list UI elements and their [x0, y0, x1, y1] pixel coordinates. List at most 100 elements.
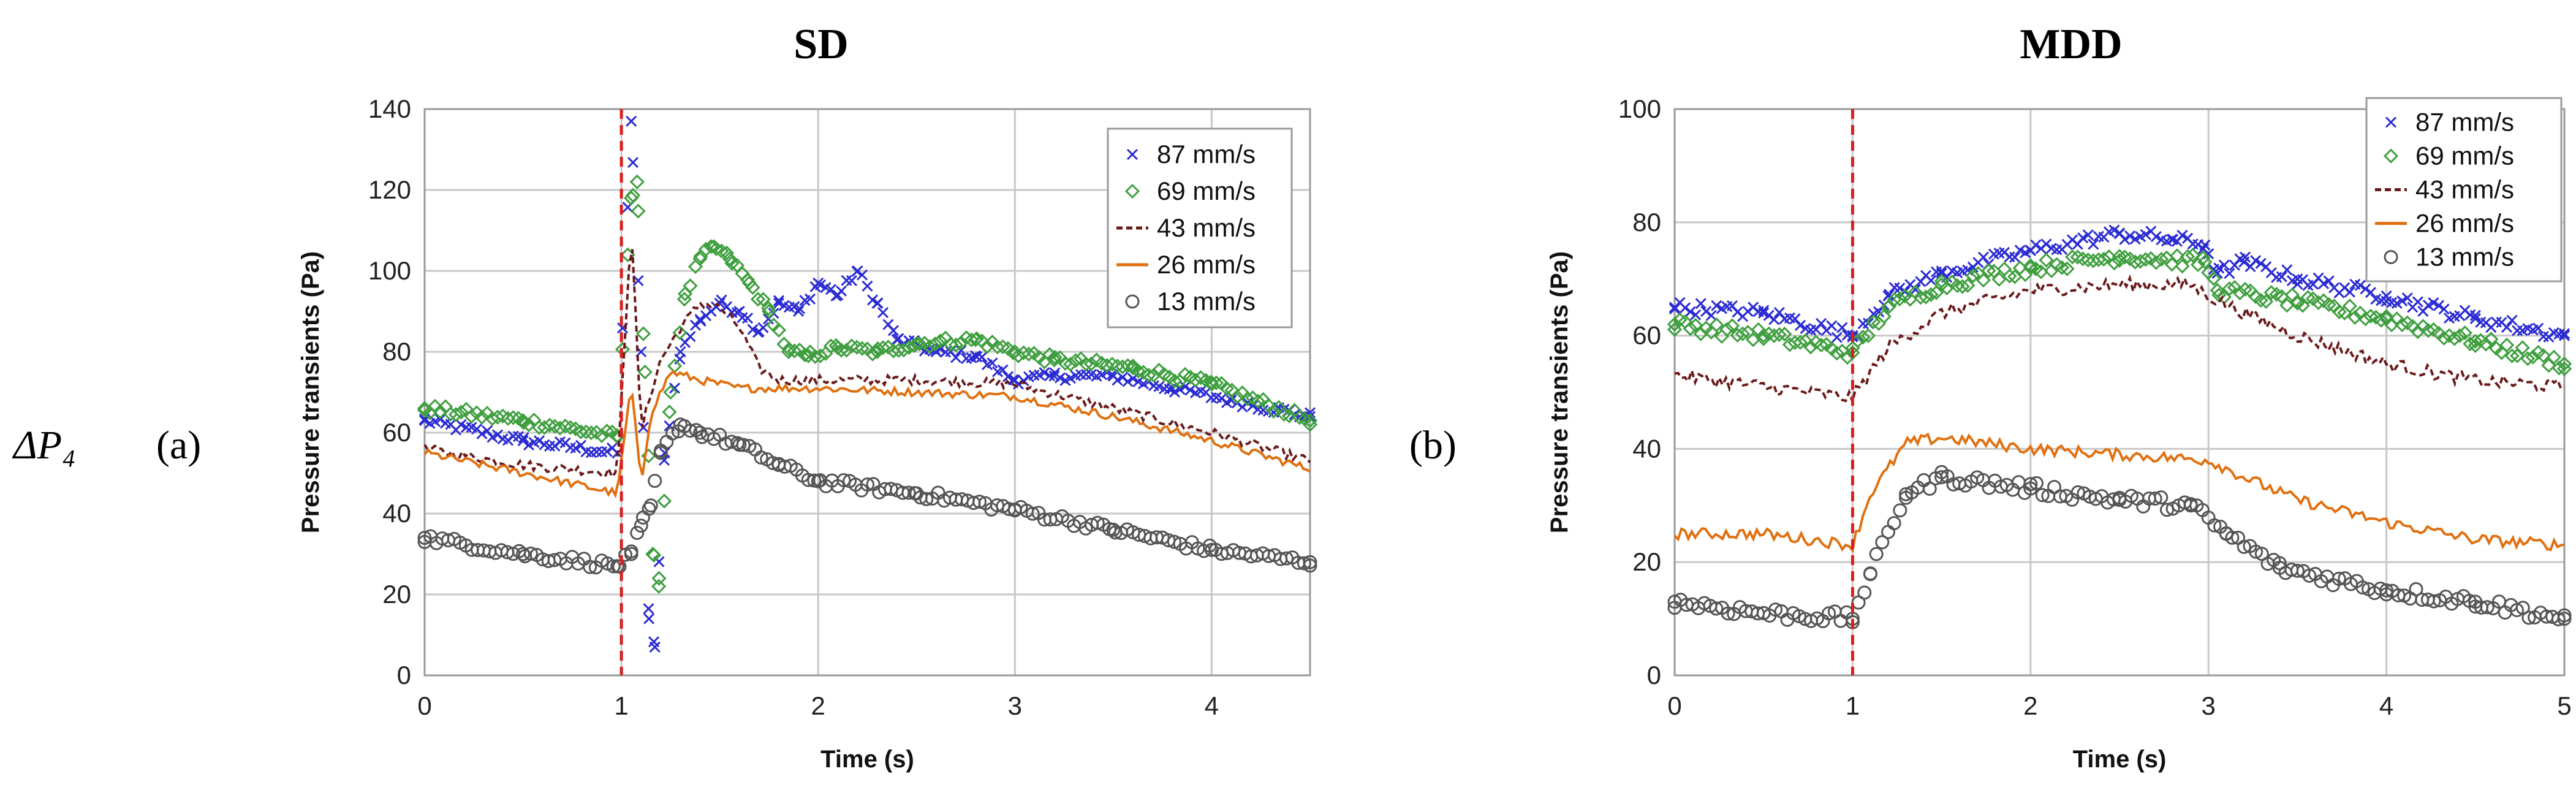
- data-point: [1229, 389, 1245, 404]
- y-axis-label: Pressure transients (Pa): [297, 251, 324, 533]
- data-point: [1107, 370, 1119, 382]
- data-point: [2379, 583, 2394, 598]
- plot-frame: [1673, 108, 2566, 677]
- data-point: [2150, 230, 2162, 243]
- data-point: [694, 314, 706, 325]
- data-point: [2401, 292, 2413, 304]
- data-point: [637, 364, 653, 380]
- data-point: [793, 305, 805, 317]
- data-point: [672, 325, 688, 340]
- data-point: [2536, 348, 2551, 363]
- data-point: [2039, 252, 2054, 268]
- data-point: [2080, 252, 2096, 268]
- data-point: [1203, 374, 1219, 390]
- x-tick-label: 2: [811, 691, 825, 720]
- data-point: [747, 324, 759, 335]
- data-point: [2354, 279, 2366, 291]
- data-point: [1955, 279, 1970, 294]
- data-point: [1303, 555, 1317, 569]
- data-point: [1683, 321, 1698, 336]
- data-point: [811, 474, 825, 488]
- data-point: [2428, 297, 2439, 309]
- legend-entry-87: 87 mm/s: [1126, 140, 1256, 169]
- data-point: [2138, 252, 2153, 267]
- data-point: [563, 420, 578, 435]
- series-26: [423, 370, 1311, 499]
- data-point: [968, 332, 983, 347]
- data-point: [1047, 352, 1062, 368]
- data-point: [594, 428, 610, 444]
- plot-frame: [423, 108, 1311, 677]
- data-point: [955, 344, 967, 356]
- data-point: [1777, 326, 1792, 342]
- data-point: [1882, 290, 1894, 302]
- data-point: [2355, 580, 2370, 595]
- data-point: [2557, 612, 2572, 626]
- data-point: [2167, 233, 2179, 245]
- data-point: [2140, 229, 2151, 240]
- data-point: [1724, 318, 1740, 333]
- data-point: [794, 303, 806, 314]
- data-point: [2292, 273, 2303, 285]
- y-tick-label: 60: [1632, 321, 1661, 350]
- data-point: [801, 348, 816, 363]
- data-point: [645, 546, 661, 562]
- data-point: [1281, 408, 1297, 423]
- data-point: [787, 343, 802, 359]
- x-tick-label: 1: [614, 691, 628, 720]
- data-point: [1068, 353, 1083, 368]
- data-point: [643, 498, 658, 513]
- data-point: [781, 344, 797, 360]
- data-point: [2218, 259, 2230, 271]
- data-point: [1950, 278, 1965, 294]
- data-point: [849, 340, 865, 355]
- data-point: [474, 409, 490, 425]
- data-point: [635, 326, 651, 341]
- data-point: [813, 348, 828, 363]
- data-point: [833, 343, 849, 358]
- data-point: [866, 294, 879, 306]
- data-point: [753, 325, 765, 338]
- data-point: [1669, 302, 1681, 313]
- data-point: [1875, 535, 1890, 550]
- data-point: [2426, 594, 2441, 609]
- data-point: [2515, 340, 2530, 355]
- data-point: [1771, 327, 1787, 343]
- data-point: [1002, 371, 1014, 382]
- x-tick-label: 3: [1008, 691, 1022, 720]
- data-point: [2504, 348, 2520, 363]
- data-point: [2124, 230, 2136, 242]
- data-point: [797, 347, 813, 363]
- data-point: [1831, 332, 1843, 343]
- data-point: [979, 339, 995, 354]
- data-point: [2342, 298, 2357, 314]
- data-point: [1829, 346, 1844, 361]
- data-point: [1863, 566, 1877, 581]
- data-point: [434, 414, 446, 425]
- data-point: [2113, 228, 2126, 240]
- data-point: [2373, 313, 2389, 328]
- panel-label: (a): [156, 423, 201, 468]
- legend-entry-69: 69 mm/s: [1124, 177, 1256, 205]
- data-point: [2468, 594, 2483, 609]
- data-point: [665, 426, 680, 441]
- y-tick-label: 40: [382, 499, 411, 528]
- data-point: [2159, 503, 2174, 517]
- data-point: [515, 413, 531, 428]
- data-point: [1167, 534, 1181, 549]
- data-point: [578, 424, 594, 439]
- chart-title: SD: [794, 21, 848, 68]
- data-point: [2332, 304, 2347, 319]
- data-point: [2206, 271, 2221, 286]
- data-point: [1756, 328, 1771, 343]
- data-point: [1822, 606, 1836, 621]
- data-point: [1977, 251, 1989, 263]
- data-point: [517, 435, 529, 447]
- data-point: [453, 404, 469, 420]
- data-point: [676, 292, 692, 307]
- chart-mdd: MDD (b) 0 20 40 60 80 100 0 1 2 3 4 5 Time (s) Pressure…: [1409, 21, 2572, 773]
- data-point: [2506, 314, 2518, 326]
- data-point: [2237, 539, 2251, 554]
- data-point: [2311, 295, 2326, 311]
- data-point: [2395, 317, 2410, 332]
